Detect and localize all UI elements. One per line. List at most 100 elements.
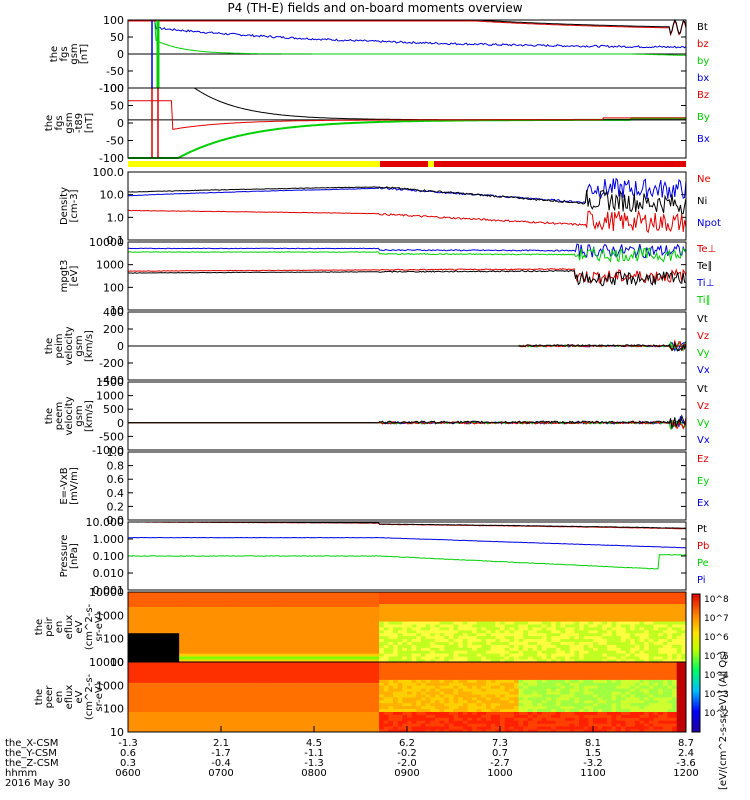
spectrogram-cell [444,638,450,642]
spectrogram-cell [179,673,185,677]
spectrogram-cell [365,667,371,672]
spectrogram-cell [527,612,533,616]
spectrogram-cell [416,659,422,663]
spectrogram-cell [532,635,538,640]
spectrogram-cell [272,632,278,637]
spectrogram-cell [318,720,324,724]
spectrogram-cell [272,618,278,622]
spectrogram-cell [262,685,268,689]
spectrogram-cell [314,603,320,607]
spectrogram-cell [430,688,436,692]
spectrogram-cell [230,673,236,677]
spectrogram-cell [565,612,571,616]
spectrogram-cell [439,664,445,669]
spectrogram-cell [374,673,380,677]
spectrogram-cell [453,729,459,733]
spectrogram-cell [318,723,324,727]
spectrogram-cell [155,641,161,645]
spectrogram-cell [411,635,417,640]
spectrogram-cell [579,635,585,640]
spectrogram-cell [383,673,389,677]
spectrogram-cell [472,702,478,707]
spectrogram-cell [207,720,213,724]
spectrogram-cell [248,656,254,660]
spectrogram-cell [221,659,227,663]
spectrogram-cell [202,702,208,707]
spectrogram-cell [248,644,254,648]
spectrogram-cell [146,711,152,715]
spectrogram-cell [248,629,254,634]
spectrogram-cell [365,682,371,686]
spectrogram-cell [253,694,259,698]
spectrogram-cell [407,632,413,637]
spectrogram-cell [532,632,538,637]
spectrogram-cell [155,720,161,724]
spectrogram-cell [327,635,333,640]
spectrogram-cell [602,656,608,660]
spectrogram-cell [304,603,310,607]
spectrogram-cell [527,592,533,596]
spectrogram-cell [569,644,575,648]
spectrogram-cell [379,664,385,669]
spectrogram-cell [630,612,636,616]
spectrogram-cell [337,606,343,610]
spectrogram-cell [388,694,394,698]
spectrogram-cell [481,606,487,610]
spectrogram-cell [146,729,152,733]
spectrogram-cell [402,676,408,680]
spectrogram-cell [662,644,668,648]
spectrogram-cell [169,659,175,663]
spectrogram-cell [486,597,492,602]
spectrogram-cell [300,708,306,712]
spectrogram-cell [337,729,343,733]
spectrogram-cell [495,702,501,707]
spectrogram-cell [495,726,501,730]
spectrogram-cell [490,720,496,724]
spectrogram-cell [625,606,631,610]
spectrogram-cell [672,615,678,619]
spectrogram-cell [276,600,282,605]
spectrogram-cell [230,594,236,599]
spectrogram-cell [193,664,199,669]
spectrogram-cell [323,632,329,637]
spectrogram-cell [462,723,468,727]
spectrogram-cell [276,679,282,683]
spectrogram-cell [234,641,240,645]
spectrogram-cell [500,720,506,724]
spectrogram-cell [374,702,380,707]
spectrogram-cell [490,664,496,669]
spectrogram-cell [639,597,645,602]
spectrogram-cell [467,621,473,625]
spectrogram-cell [416,629,422,634]
spectrogram-cell [355,679,361,683]
spectrogram-cell [151,694,157,698]
spectrogram-cell [221,708,227,712]
spectrogram-cell [225,670,231,675]
spectrogram-cell [183,697,189,701]
spectrogram-cell [411,650,417,654]
spectrogram-cell [155,726,161,730]
spectrogram-cell [351,729,357,733]
spectrogram-cell [239,664,245,669]
spectrogram-cell [221,618,227,622]
spectrogram-cell [495,676,501,680]
spectrogram-cell [146,673,152,677]
spectrogram-cell [221,702,227,707]
spectrogram-cell [444,705,450,710]
panel-fgs_gsm-ytick: -50 [106,65,124,78]
spectrogram-cell [337,641,343,645]
spectrogram-cell [327,717,333,721]
spectrogram-cell [565,594,571,599]
spectrogram-cell [128,679,134,683]
spectrogram-cell [434,638,440,642]
series-Pi [128,536,687,549]
spectrogram-cell [420,644,426,648]
panel-peer_eflux-ytick: 10000 [89,656,124,669]
spectrogram-cell [486,688,492,692]
spectrogram-cell [397,597,403,602]
spectrogram-cell [137,592,143,596]
spectrogram-cell [197,612,203,616]
spectrogram-cell [625,624,631,628]
spectrogram-cell [146,644,152,648]
spectrogram-cell [346,664,352,669]
